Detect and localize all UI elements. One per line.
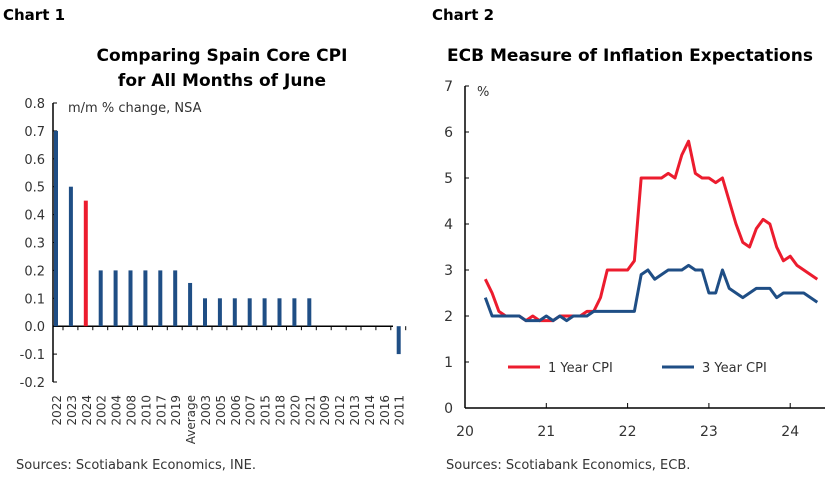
bar-2008 bbox=[128, 270, 133, 327]
bar-2020 bbox=[292, 298, 297, 327]
bar-2017 bbox=[158, 270, 163, 327]
x-tick-label: 2007 bbox=[244, 395, 258, 426]
bar-Average bbox=[188, 282, 193, 327]
x-tick-label: 2017 bbox=[154, 395, 168, 426]
bar-2004 bbox=[113, 270, 118, 327]
y-tick-label: 0.3 bbox=[24, 237, 45, 252]
x-tick-label: 2024 bbox=[80, 395, 94, 426]
bar-2015 bbox=[262, 298, 267, 327]
chart1-label: Chart 1 bbox=[3, 6, 65, 24]
y-tick-label: 0.4 bbox=[24, 209, 45, 224]
bar-2007 bbox=[247, 298, 252, 327]
x-tick-label: 2006 bbox=[229, 395, 243, 426]
y-tick-label: 0.7 bbox=[24, 125, 45, 140]
bar-2003 bbox=[203, 298, 207, 327]
y-tick-label: 7 bbox=[444, 79, 453, 95]
y-tick-label: 0.6 bbox=[24, 153, 45, 168]
line-3-year-cpi bbox=[483, 263, 819, 323]
x-tick-label: 2008 bbox=[125, 395, 139, 426]
x-tick-label: 2022 bbox=[50, 395, 64, 426]
y-tick-label: 0 bbox=[444, 401, 453, 417]
bar-2010 bbox=[143, 270, 148, 327]
chart2-unit-label: % bbox=[477, 85, 489, 100]
y-tick-label: 1 bbox=[444, 355, 453, 371]
x-tick-label: 2013 bbox=[348, 395, 362, 426]
legend-label-3y: 3 Year CPI bbox=[702, 361, 767, 376]
x-tick-label: 2010 bbox=[139, 395, 153, 426]
chart2-title: ECB Measure of Inflation Expectations bbox=[447, 46, 813, 66]
bar-2002 bbox=[98, 270, 103, 327]
bar-2006 bbox=[232, 298, 237, 327]
y-tick-label: -0.1 bbox=[20, 348, 45, 363]
x-tick-label: 2018 bbox=[274, 395, 288, 426]
x-tick-label: 2014 bbox=[363, 395, 377, 426]
x-tick-label: 2011 bbox=[393, 395, 407, 426]
y-tick-label: -0.2 bbox=[20, 376, 45, 391]
x-tick-label: 2019 bbox=[169, 395, 183, 426]
x-tick-label: 2005 bbox=[214, 395, 228, 426]
x-tick-label: 24 bbox=[781, 424, 799, 440]
y-tick-label: 0.8 bbox=[24, 97, 45, 112]
chart2-legend: 1 Year CPI 3 Year CPI bbox=[508, 361, 767, 376]
line-1-year-cpi bbox=[483, 139, 819, 323]
chart2-label: Chart 2 bbox=[432, 6, 494, 24]
bar-2011 bbox=[396, 326, 401, 355]
y-tick-label: 2 bbox=[444, 309, 453, 325]
x-tick-label: 2009 bbox=[318, 395, 332, 426]
x-tick-label: 21 bbox=[537, 424, 555, 440]
y-tick-label: 0.2 bbox=[24, 264, 45, 279]
bar-2022 bbox=[54, 130, 58, 327]
chart1-title-line2: for All Months of June bbox=[118, 71, 326, 91]
x-tick-label: 2015 bbox=[259, 395, 273, 426]
bar-2023 bbox=[68, 186, 73, 327]
x-tick-label: 2012 bbox=[333, 395, 347, 426]
x-tick-label: Average bbox=[184, 395, 198, 444]
y-tick-label: 4 bbox=[444, 217, 453, 233]
x-tick-label: 2004 bbox=[110, 395, 124, 426]
y-tick-label: 0.0 bbox=[24, 320, 45, 335]
chart1-source: Sources: Scotiabank Economics, INE. bbox=[16, 458, 256, 473]
legend-label-1y: 1 Year CPI bbox=[548, 361, 613, 376]
y-tick-label: 0.1 bbox=[24, 292, 45, 307]
y-tick-label: 3 bbox=[444, 263, 453, 279]
chart2-source: Sources: Scotiabank Economics, ECB. bbox=[446, 458, 690, 473]
x-tick-label: 2020 bbox=[288, 395, 302, 426]
bar-2019 bbox=[173, 270, 178, 327]
bar-2005 bbox=[217, 298, 222, 327]
y-tick-label: 6 bbox=[444, 125, 453, 141]
x-tick-label: 2023 bbox=[65, 395, 79, 426]
bar-2024 bbox=[83, 200, 88, 327]
x-tick-label: 2016 bbox=[378, 395, 392, 426]
x-tick-label: 22 bbox=[619, 424, 637, 440]
x-tick-label: 2003 bbox=[199, 395, 213, 426]
chart1-title-line1: Comparing Spain Core CPI bbox=[97, 46, 348, 66]
y-tick-label: 0.5 bbox=[24, 181, 45, 196]
x-tick-label: 23 bbox=[700, 424, 718, 440]
bar-2018 bbox=[277, 298, 282, 327]
x-tick-label: 2021 bbox=[303, 395, 317, 426]
y-tick-label: 5 bbox=[444, 171, 453, 187]
bar-2021 bbox=[307, 298, 312, 327]
chart1-unit-label: m/m % change, NSA bbox=[68, 101, 202, 116]
x-tick-label: 2002 bbox=[95, 395, 109, 426]
x-tick-label: 20 bbox=[456, 424, 474, 440]
